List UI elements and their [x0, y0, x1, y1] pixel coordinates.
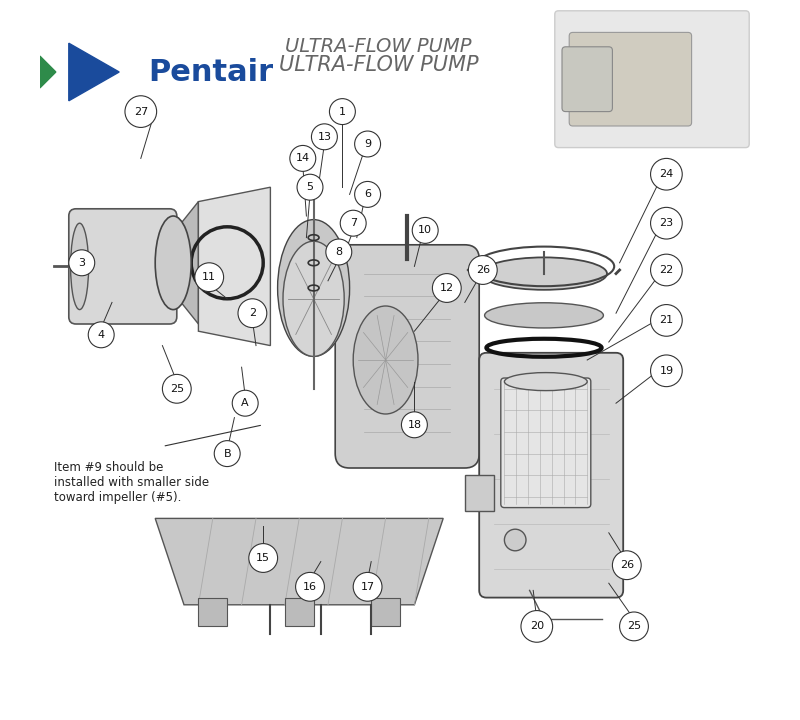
Circle shape	[238, 299, 267, 328]
Circle shape	[326, 239, 352, 265]
Text: 13: 13	[318, 132, 331, 142]
Circle shape	[69, 250, 94, 276]
Text: 20: 20	[530, 621, 544, 631]
Circle shape	[650, 158, 682, 190]
Circle shape	[88, 322, 114, 348]
Text: Item #9 should be
installed with smaller side
toward impeller (#5).: Item #9 should be installed with smaller…	[54, 461, 210, 504]
Circle shape	[620, 612, 649, 641]
Text: 7: 7	[350, 218, 357, 228]
Circle shape	[296, 572, 325, 601]
Ellipse shape	[354, 306, 418, 414]
Text: ULTRA-FLOW PUMP: ULTRA-FLOW PUMP	[278, 55, 478, 75]
Circle shape	[650, 254, 682, 286]
Text: 18: 18	[407, 420, 422, 430]
Text: 12: 12	[440, 283, 454, 293]
Text: 25: 25	[170, 384, 184, 394]
Circle shape	[469, 256, 497, 284]
Text: 11: 11	[202, 272, 216, 282]
Circle shape	[650, 355, 682, 387]
FancyBboxPatch shape	[69, 209, 177, 324]
Text: 16: 16	[303, 582, 317, 592]
Text: 26: 26	[476, 265, 490, 275]
Circle shape	[650, 305, 682, 336]
Text: 1: 1	[339, 107, 346, 117]
Circle shape	[412, 217, 438, 243]
Bar	[371, 598, 400, 626]
Text: 22: 22	[659, 265, 674, 275]
Ellipse shape	[485, 302, 603, 328]
Text: 26: 26	[620, 560, 634, 570]
Circle shape	[125, 96, 157, 127]
Polygon shape	[198, 187, 270, 346]
Circle shape	[354, 131, 381, 157]
Text: ULTRA-FLOW PUMP: ULTRA-FLOW PUMP	[285, 37, 472, 56]
Polygon shape	[69, 43, 119, 101]
Bar	[465, 475, 494, 511]
FancyBboxPatch shape	[479, 353, 623, 598]
Ellipse shape	[505, 373, 587, 391]
Text: 23: 23	[659, 218, 674, 228]
Text: 10: 10	[418, 225, 432, 235]
Circle shape	[505, 529, 526, 551]
Text: 3: 3	[78, 258, 86, 268]
Ellipse shape	[155, 216, 191, 310]
Circle shape	[650, 207, 682, 239]
Text: 6: 6	[364, 189, 371, 199]
Text: 25: 25	[627, 621, 641, 631]
Circle shape	[340, 210, 366, 236]
Text: 27: 27	[134, 107, 148, 117]
Circle shape	[232, 390, 258, 416]
Text: 4: 4	[98, 330, 105, 340]
Polygon shape	[10, 78, 34, 102]
Text: 5: 5	[306, 182, 314, 192]
Ellipse shape	[481, 258, 607, 290]
Text: 24: 24	[659, 169, 674, 179]
Circle shape	[330, 99, 355, 125]
Circle shape	[402, 412, 427, 438]
Text: 2: 2	[249, 308, 256, 318]
Bar	[285, 598, 314, 626]
Bar	[198, 598, 227, 626]
Text: 15: 15	[256, 553, 270, 563]
Circle shape	[521, 611, 553, 642]
Text: 21: 21	[659, 315, 674, 325]
FancyBboxPatch shape	[562, 47, 613, 112]
Text: 19: 19	[659, 366, 674, 376]
FancyBboxPatch shape	[570, 32, 691, 126]
Circle shape	[249, 544, 278, 572]
Circle shape	[432, 274, 461, 302]
Circle shape	[613, 551, 641, 580]
Ellipse shape	[278, 220, 350, 356]
Circle shape	[290, 145, 316, 171]
Circle shape	[214, 441, 240, 467]
Polygon shape	[155, 518, 443, 605]
Ellipse shape	[283, 241, 344, 356]
Circle shape	[354, 181, 381, 207]
Text: B: B	[223, 449, 231, 459]
Text: 14: 14	[296, 153, 310, 163]
Polygon shape	[10, 42, 34, 66]
Polygon shape	[170, 202, 198, 324]
Text: 8: 8	[335, 247, 342, 257]
FancyBboxPatch shape	[335, 245, 479, 468]
Text: 9: 9	[364, 139, 371, 149]
Circle shape	[195, 263, 224, 292]
FancyBboxPatch shape	[501, 378, 590, 508]
Polygon shape	[24, 56, 56, 88]
Text: 17: 17	[361, 582, 374, 592]
FancyBboxPatch shape	[555, 11, 750, 148]
Circle shape	[354, 572, 382, 601]
Circle shape	[162, 374, 191, 403]
Text: A: A	[242, 398, 249, 408]
Ellipse shape	[70, 223, 89, 310]
Text: Pentair: Pentair	[148, 58, 273, 86]
Circle shape	[297, 174, 323, 200]
Circle shape	[311, 124, 338, 150]
